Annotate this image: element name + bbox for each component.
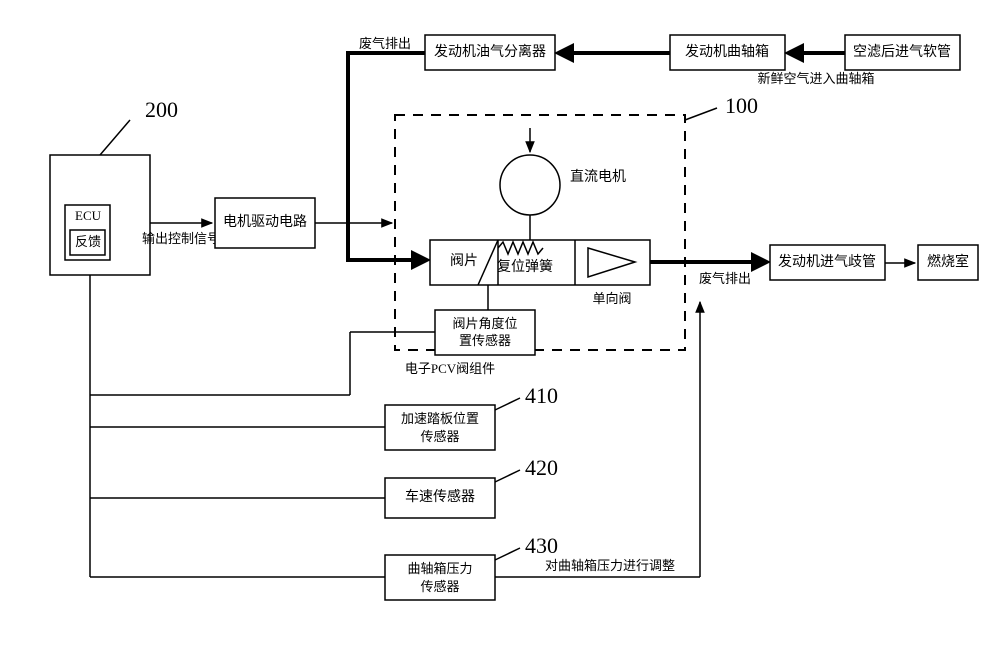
valve-plate-label: 阀片 (450, 253, 478, 269)
callout-410-line (495, 398, 520, 410)
callout-420: 420 (525, 455, 558, 480)
fresh-air-label: 新鲜空气进入曲轴箱 (757, 71, 874, 86)
speed-sensor-label: 车速传感器 (405, 488, 475, 505)
callout-100: 100 (725, 93, 758, 118)
motor-drive-label: 电机驱动电路 (223, 214, 307, 230)
one-way-valve-label: 单向阀 (592, 291, 631, 306)
epcv-assembly-label: 电子PCV阀组件 (405, 361, 495, 376)
callout-420-line (495, 470, 520, 482)
combustion-label: 燃烧室 (927, 253, 969, 270)
return-spring-label: 复位弹簧 (497, 258, 553, 275)
diagram-canvas: 空滤后进气软管 发动机曲轴箱 发动机油气分离器 新鲜空气进入曲轴箱 废气排出 E… (0, 0, 1000, 645)
feedback-label: 反馈 (75, 234, 101, 249)
valve-angle-sensor-l2: 置传感器 (459, 333, 511, 348)
callout-430: 430 (525, 533, 558, 558)
accel-pedal-l1: 加速踏板位置 (401, 411, 479, 426)
exhaust-out-label-2: 废气排出 (699, 271, 751, 286)
callout-430-line (495, 548, 520, 560)
callout-200: 200 (145, 97, 178, 122)
accel-pedal-l2: 传感器 (420, 429, 459, 444)
air-filter-hose-label: 空滤后进气软管 (853, 44, 951, 60)
valve-angle-sensor-l1: 阀片角度位 (452, 316, 517, 331)
output-ctrl-label: 输出控制信号 (142, 231, 220, 246)
crankcase-label: 发动机曲轴箱 (685, 44, 769, 60)
crank-press-l2: 传感器 (420, 579, 459, 594)
dc-motor-circle (500, 155, 560, 215)
separator-label: 发动机油气分离器 (434, 43, 546, 60)
callout-100-line (685, 108, 717, 120)
intake-manifold-label: 发动机进气歧管 (778, 254, 876, 270)
arrow-sep-to-valve (348, 53, 427, 260)
callout-410: 410 (525, 383, 558, 408)
crank-press-l1: 曲轴箱压力 (407, 561, 472, 576)
exhaust-out-label-1: 废气排出 (359, 36, 411, 51)
dc-motor-label: 直流电机 (570, 168, 626, 185)
callout-200-line (100, 120, 130, 155)
crank-adjust-label: 对曲轴箱压力进行调整 (545, 558, 675, 573)
ecu-label: ECU (75, 208, 102, 223)
